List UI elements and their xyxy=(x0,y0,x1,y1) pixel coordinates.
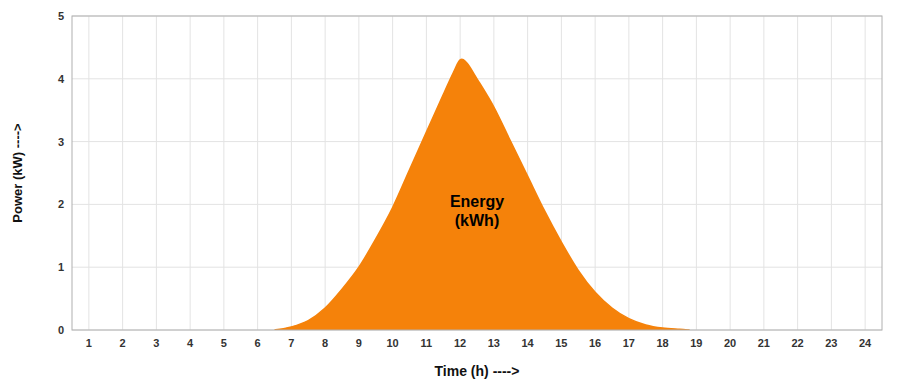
y-tick-label: 4 xyxy=(58,73,65,85)
x-tick-label: 9 xyxy=(356,337,362,349)
x-tick-label: 23 xyxy=(825,337,837,349)
y-tick-label: 5 xyxy=(58,10,64,22)
chart: 1234567891011121314151617181920212223240… xyxy=(0,0,900,388)
y-axis-label: Power (kW) ----> xyxy=(10,123,25,223)
grid-line-x xyxy=(696,16,697,330)
grid-line-x xyxy=(156,16,157,330)
x-tick-label: 15 xyxy=(555,337,567,349)
grid-line-x xyxy=(325,16,326,330)
x-tick-label: 20 xyxy=(724,337,736,349)
x-tick-label: 21 xyxy=(758,337,770,349)
x-tick-label: 14 xyxy=(522,337,535,349)
y-tick-label: 1 xyxy=(58,261,64,273)
chart-container: 1234567891011121314151617181920212223240… xyxy=(0,0,900,388)
x-tick-label: 18 xyxy=(657,337,669,349)
grid xyxy=(72,16,882,330)
grid-line-x xyxy=(190,16,191,330)
ticks: 1234567891011121314151617181920212223240… xyxy=(58,10,872,349)
plot-area xyxy=(275,59,690,330)
x-tick-label: 8 xyxy=(322,337,328,349)
grid-line-x xyxy=(797,16,798,330)
grid-line-x xyxy=(122,16,123,330)
y-tick-label: 3 xyxy=(58,136,64,148)
x-tick-label: 6 xyxy=(255,337,261,349)
x-tick-label: 16 xyxy=(589,337,601,349)
x-tick-label: 1 xyxy=(86,337,92,349)
annotation: Energy (kWh) xyxy=(450,193,504,229)
x-tick-label: 3 xyxy=(153,337,159,349)
x-tick-label: 4 xyxy=(187,337,194,349)
x-tick-label: 12 xyxy=(454,337,466,349)
annotation-line: Energy xyxy=(450,193,504,210)
x-tick-label: 10 xyxy=(387,337,399,349)
x-axis-label: Time (h) ----> xyxy=(435,363,520,379)
x-tick-label: 13 xyxy=(488,337,500,349)
x-tick-label: 5 xyxy=(221,337,227,349)
plot-frame xyxy=(72,16,882,330)
area xyxy=(275,59,690,330)
x-tick-label: 2 xyxy=(120,337,126,349)
grid-line-x xyxy=(831,16,832,330)
grid-line-x xyxy=(595,16,596,330)
x-tick-label: 17 xyxy=(623,337,635,349)
grid-line-x xyxy=(291,16,292,330)
grid-line-x xyxy=(257,16,258,330)
grid-line-x xyxy=(763,16,764,330)
x-tick-label: 24 xyxy=(859,337,872,349)
x-tick-label: 11 xyxy=(421,337,433,349)
x-tick-label: 19 xyxy=(690,337,702,349)
x-tick-label: 7 xyxy=(288,337,294,349)
grid-line-x xyxy=(662,16,663,330)
grid-line-x xyxy=(223,16,224,330)
y-tick-label: 2 xyxy=(58,198,64,210)
x-tick-label: 22 xyxy=(792,337,804,349)
y-tick-label: 0 xyxy=(58,324,64,336)
area-line xyxy=(275,59,690,330)
grid-line-x xyxy=(628,16,629,330)
grid-line-x xyxy=(730,16,731,330)
grid-line-x xyxy=(865,16,866,330)
annotation-line: (kWh) xyxy=(455,212,499,229)
grid-line-x xyxy=(88,16,89,330)
